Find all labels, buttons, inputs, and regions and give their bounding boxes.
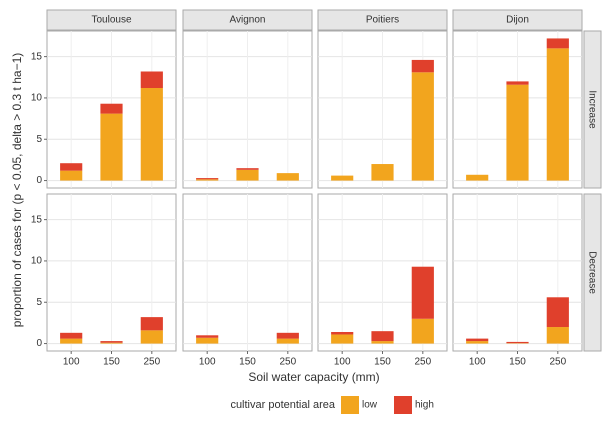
bar-segment <box>236 170 258 181</box>
bar-segment <box>100 341 122 343</box>
bar-segment <box>236 168 258 170</box>
x-axis-title: Soil water capacity (mm) <box>248 370 379 384</box>
bar-segment <box>196 338 218 344</box>
bar-segment <box>371 164 393 181</box>
bar-segment <box>141 317 163 330</box>
bar-segment <box>277 333 299 339</box>
bar-segment <box>331 176 353 181</box>
bar-segment <box>506 81 528 84</box>
bar-segment <box>506 342 528 343</box>
y-tick-label: 10 <box>31 256 43 267</box>
bar-segment <box>412 267 434 319</box>
bar-segment <box>277 339 299 344</box>
bar-segment <box>547 327 569 344</box>
bar-segment <box>100 343 122 344</box>
bar-segment <box>466 339 488 341</box>
bar-segment <box>277 173 299 180</box>
bar-segment <box>466 175 488 181</box>
bar-segment <box>331 332 353 334</box>
bar-segment <box>371 331 393 341</box>
strip-label: Decrease <box>586 251 597 294</box>
bar-segment <box>141 330 163 343</box>
bar-segment <box>412 60 434 72</box>
y-tick-label: 15 <box>31 51 43 62</box>
strip-label: Toulouse <box>91 15 131 26</box>
bar-segment <box>100 114 122 181</box>
strip-label: Increase <box>586 90 597 129</box>
bar-segment <box>60 171 82 181</box>
y-tick-label: 5 <box>36 297 42 308</box>
bar-segment <box>547 297 569 327</box>
legend-label: high <box>415 400 434 411</box>
bar-segment <box>60 163 82 170</box>
y-tick-label: 0 <box>36 175 42 186</box>
bar-segment <box>196 178 218 179</box>
legend-label: low <box>362 400 378 411</box>
x-tick-label: 100 <box>199 357 216 368</box>
bar-segment <box>412 319 434 344</box>
x-tick-label: 100 <box>334 357 351 368</box>
bar-segment <box>547 48 569 180</box>
bar-segment <box>196 335 218 337</box>
y-tick-label: 5 <box>36 134 42 145</box>
x-tick-label: 100 <box>469 357 486 368</box>
bar-segment <box>141 71 163 88</box>
bar-segment <box>141 88 163 181</box>
bar-segment <box>466 341 488 343</box>
bar-segment <box>506 85 528 181</box>
bar-segment <box>371 341 393 343</box>
x-tick-label: 100 <box>63 357 80 368</box>
bar-segment <box>60 339 82 344</box>
y-tick-label: 15 <box>31 214 43 225</box>
legend-swatch <box>341 396 359 414</box>
x-tick-label: 250 <box>414 357 431 368</box>
x-tick-label: 250 <box>279 357 296 368</box>
x-tick-label: 150 <box>239 357 256 368</box>
bar-segment <box>100 104 122 114</box>
legend-swatch <box>394 396 412 414</box>
strip-label: Avignon <box>230 15 266 26</box>
x-tick-label: 150 <box>374 357 391 368</box>
bar-segment <box>331 334 353 343</box>
bar-segment <box>60 333 82 339</box>
strip-label: Dijon <box>506 15 529 26</box>
x-tick-label: 150 <box>509 357 526 368</box>
legend-title: cultivar potential area <box>230 399 335 411</box>
x-tick-label: 250 <box>143 357 160 368</box>
x-tick-label: 250 <box>549 357 566 368</box>
bar-segment <box>412 72 434 180</box>
bar-segment <box>547 38 569 48</box>
y-tick-label: 10 <box>31 93 43 104</box>
x-tick-label: 150 <box>103 357 120 368</box>
strip-label: Poitiers <box>366 15 399 26</box>
bar-segment <box>196 179 218 180</box>
y-axis-title: proportion of cases for (p < 0.05, delta… <box>10 53 24 328</box>
y-tick-label: 0 <box>36 338 42 349</box>
